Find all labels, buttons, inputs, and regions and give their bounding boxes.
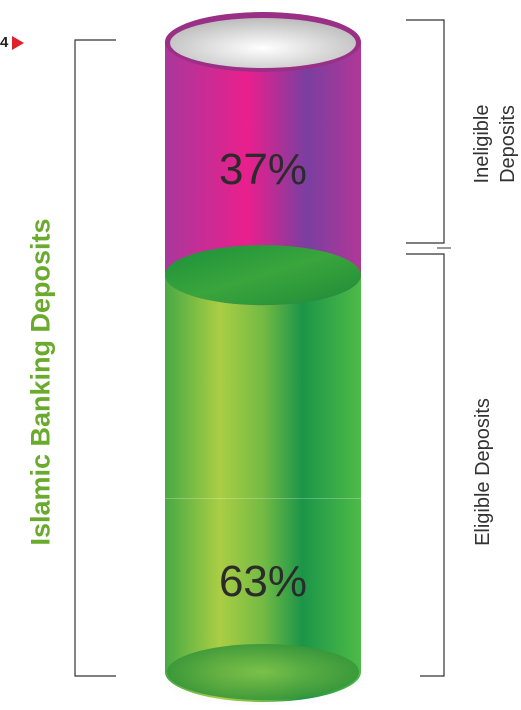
brackets [74, 19, 451, 677]
ineligible-deposits-label: Ineligible Deposits [469, 105, 521, 184]
data-label-ineligible: 37% [218, 145, 308, 194]
green-highlight-line [165, 498, 361, 499]
chart-marks [151, 12, 375, 710]
eligible-deposits-label: Eligible Deposits [470, 398, 496, 546]
bar-ineligible-deposits [165, 42, 361, 306]
bracket-left-total [74, 39, 116, 677]
bar-eligible-deposits [165, 275, 361, 702]
cylinder-opening [170, 18, 356, 68]
triangle-arrow-icon [12, 35, 25, 50]
ineligible-label-line-2: Deposits [497, 105, 519, 183]
bracket-right-ineligible [406, 19, 445, 244]
cylinder-base-ellipse [167, 644, 359, 700]
data-label-eligible: 63% [218, 557, 308, 606]
segment-top-ellipse [165, 245, 361, 306]
bracket-right-eligible [406, 253, 445, 677]
corner-number: 4 [0, 34, 9, 51]
ineligible-label-line-1: Ineligible [471, 104, 493, 184]
chart-title: Islamic Banking Deposits [25, 218, 56, 546]
page-corner-tag: 4 [0, 34, 25, 51]
eligible-label-text: Eligible Deposits [472, 398, 494, 546]
